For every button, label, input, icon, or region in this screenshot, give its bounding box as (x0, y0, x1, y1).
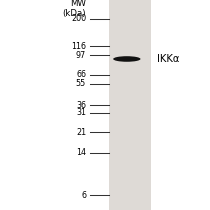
Text: 14: 14 (76, 148, 86, 157)
Text: 116: 116 (71, 42, 86, 51)
Text: 55: 55 (76, 79, 86, 88)
Ellipse shape (113, 56, 140, 62)
Text: 6: 6 (81, 191, 86, 200)
Text: MW
(kDa): MW (kDa) (63, 0, 86, 18)
Text: 36: 36 (76, 101, 86, 110)
Text: 66: 66 (76, 70, 86, 79)
Bar (109, 0, 151, 210)
Text: 200: 200 (71, 14, 86, 23)
Text: IKKα: IKKα (158, 54, 180, 64)
Text: 31: 31 (76, 108, 86, 117)
Text: 21: 21 (76, 128, 86, 137)
Text: 97: 97 (76, 51, 86, 60)
